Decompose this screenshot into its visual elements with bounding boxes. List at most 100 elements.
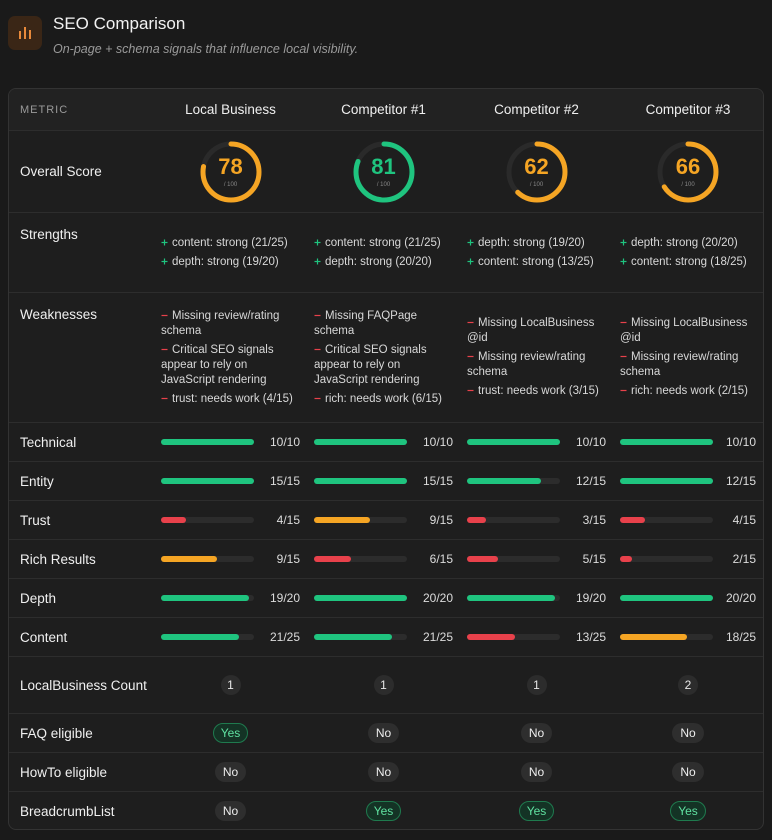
bar-fill <box>314 556 352 562</box>
score-value: 78 <box>218 153 243 179</box>
bar-track <box>314 517 407 523</box>
row-label: Technical <box>9 422 154 462</box>
flag-cell: No <box>613 752 763 792</box>
strengths-cell: depth: strong (19/20) content: strong (13… <box>460 212 613 293</box>
bar-value-label: 20/20 <box>422 591 453 605</box>
bar-value-label: 9/15 <box>429 513 453 527</box>
flag-cell: Yes <box>460 792 613 830</box>
item-text: rich: needs work (6/15) <box>325 392 442 405</box>
bar-cell: 10/10 <box>613 422 763 462</box>
bar-fill <box>620 517 645 523</box>
bar-wrap: 21/25 <box>314 630 453 644</box>
count-cell: 2 <box>613 656 763 714</box>
bar-value-label: 18/25 <box>725 630 756 644</box>
strength-item: content: strong (21/25) <box>161 236 300 251</box>
item-text: rich: needs work (2/15) <box>631 385 748 397</box>
bar-wrap: 9/15 <box>161 552 300 566</box>
row-label: Content <box>9 617 154 657</box>
minus-icon <box>620 390 627 392</box>
column-header: Local Business <box>154 89 307 131</box>
bar-wrap: 12/15 <box>467 474 606 488</box>
weaknesse-item: Missing LocalBusiness @id <box>467 316 606 346</box>
bar-track <box>467 556 560 562</box>
title: SEO Comparison <box>53 14 186 33</box>
bar-track <box>467 634 560 640</box>
metric-header: METRIC <box>9 89 154 131</box>
bar-value-label: 10/10 <box>725 435 756 449</box>
flag-cell: Yes <box>154 713 307 753</box>
plus-icon <box>314 258 321 265</box>
score-max: / 100 <box>529 181 544 188</box>
weaknesses-cell: Missing LocalBusiness @id Missing review/… <box>460 292 613 423</box>
bar-wrap: 3/15 <box>467 513 606 527</box>
flag-cell: No <box>307 752 460 792</box>
bar-cell: 21/25 <box>154 617 307 657</box>
bar-cell: 20/20 <box>613 578 763 618</box>
bar-row: Depth 19/20 20/20 19/20 20/20 <box>9 578 763 618</box>
bar-row: Entity 15/15 15/15 12/15 12/15 <box>9 461 763 501</box>
row-label: BreadcrumbList <box>20 803 115 819</box>
flag-pill: No <box>214 801 247 822</box>
bar-value-label: 6/15 <box>429 552 453 566</box>
item-text: Critical SEO signals appear to rely on J… <box>161 343 274 386</box>
flag-cell: Yes <box>307 792 460 830</box>
bar-track <box>467 439 560 445</box>
bar-track <box>161 478 254 484</box>
item-text: trust: needs work (4/15) <box>172 392 293 405</box>
bar-value-label: 4/15 <box>732 513 756 527</box>
item-text: content: strong (18/25) <box>631 255 747 268</box>
weaknesse-item: Missing review/rating schema <box>620 350 756 380</box>
weaknesses-cell: Missing LocalBusiness @id Missing review/… <box>613 292 763 423</box>
item-text: Critical SEO signals appear to rely on J… <box>314 343 427 386</box>
column-header: Competitor #1 <box>307 89 460 131</box>
weaknesses-list: Missing FAQPage schema Critical SEO signa… <box>314 309 453 407</box>
bar-cell: 18/25 <box>613 617 763 657</box>
ring-arc <box>506 141 567 202</box>
bar-track <box>620 595 713 601</box>
row-label: Strengths <box>9 212 154 293</box>
weaknesse-item: Missing review/rating schema <box>161 309 300 339</box>
bar-fill <box>161 439 254 445</box>
bar-track <box>314 556 407 562</box>
weaknesse-item: Missing LocalBusiness @id <box>620 316 756 346</box>
score-cell: 78 / 100 <box>154 130 307 213</box>
row-label: Weaknesses <box>9 292 154 423</box>
strength-item: depth: strong (19/20) <box>161 255 300 270</box>
flag-cell: No <box>460 752 613 792</box>
score-value: 66 <box>675 153 701 179</box>
plus-icon <box>467 258 474 265</box>
item-text: depth: strong (19/20) <box>172 255 279 268</box>
bar-cell: 19/20 <box>460 578 613 618</box>
bar-cell: 20/20 <box>307 578 460 618</box>
flag-cell: No <box>460 713 613 753</box>
bar-wrap: 18/25 <box>620 630 756 644</box>
row-label: Depth <box>9 578 154 618</box>
bar-fill <box>314 634 393 640</box>
strength-item: depth: strong (20/20) <box>620 236 756 251</box>
bar-track <box>620 634 713 640</box>
strengths-list: depth: strong (20/20) content: strong (18… <box>620 236 756 270</box>
ring-arc <box>657 141 719 202</box>
bar-fill <box>161 556 217 562</box>
row-label: LocalBusiness Count <box>9 656 154 714</box>
count-row: LocalBusiness Count 1 1 1 2 <box>9 656 763 714</box>
ring-svg <box>657 141 719 202</box>
bar-wrap: 12/15 <box>620 474 756 488</box>
bar-track <box>467 517 560 523</box>
bar-cell: 10/10 <box>307 422 460 462</box>
bar-track <box>467 595 560 601</box>
bar-cell: 15/15 <box>154 461 307 501</box>
minus-icon <box>620 356 627 358</box>
bar-value-label: 20/20 <box>725 591 756 605</box>
bar-wrap: 9/15 <box>314 513 453 527</box>
item-text: content: strong (21/25) <box>172 236 288 249</box>
bar-cell: 12/15 <box>613 461 763 501</box>
flag-pill: Yes <box>518 801 555 822</box>
bar-fill <box>161 517 186 523</box>
column-header: Competitor #2 <box>460 89 613 131</box>
item-text: Missing review/rating schema <box>467 351 586 378</box>
row-label: Trust <box>9 500 154 540</box>
comparison-table: METRIC Local Business Competitor #1 Competi… <box>9 89 763 830</box>
weaknesse-item: Missing FAQPage schema <box>314 309 453 339</box>
